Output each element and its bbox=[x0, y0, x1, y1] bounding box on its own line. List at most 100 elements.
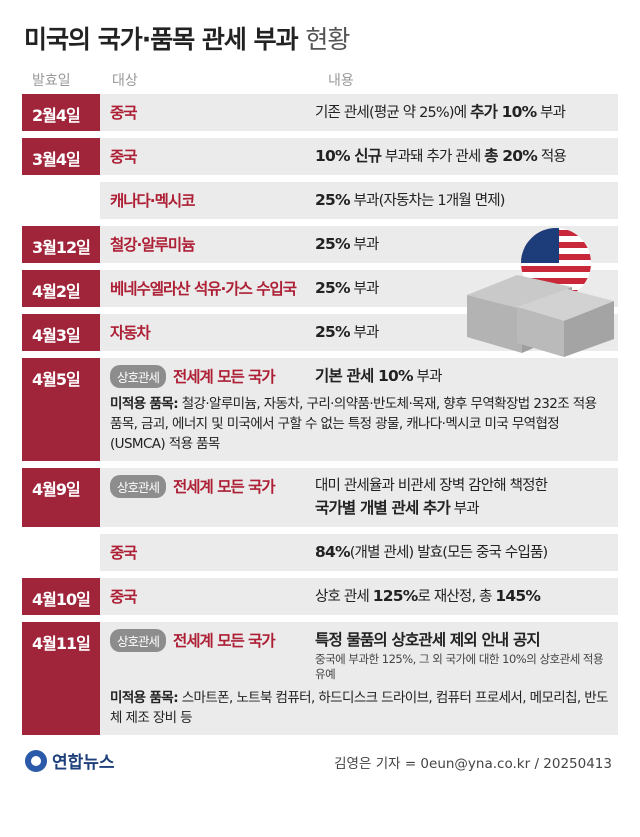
target: 베네수엘라산 석유·가스 수입국 bbox=[110, 280, 297, 298]
content-text: 대미 관세율과 비관세 장벽 감안해 책정한 bbox=[315, 478, 548, 494]
content-text: 25% bbox=[315, 191, 350, 209]
content-line: 10% 신규 부과돼 추가 관세 총 20% 적용 bbox=[315, 145, 610, 168]
title-suffix: 현황 bbox=[305, 25, 350, 54]
target-cell: 베네수엘라산 석유·가스 수입국 bbox=[110, 277, 315, 300]
row-main: 중국 기존 관세(평균 약 25%)에 추가 10% 부과 bbox=[110, 101, 610, 124]
content-text: 부과 bbox=[349, 237, 380, 253]
content-line: 특정 물품의 상호관세 제외 안내 공지 bbox=[315, 629, 610, 652]
row-body: 중국 10% 신규 부과돼 추가 관세 총 20% 적용 bbox=[100, 138, 618, 175]
target: 중국 bbox=[110, 104, 138, 122]
date: 4월2일 bbox=[22, 270, 100, 307]
content-cell: 기본 관세 10% 부과 bbox=[315, 365, 610, 388]
date: 2월4일 bbox=[22, 94, 100, 131]
column-header: 발효일 bbox=[32, 73, 71, 89]
illustration bbox=[467, 228, 614, 357]
content-line: 기존 관세(평균 약 25%)에 추가 10% 부과 bbox=[315, 101, 610, 124]
row: 캐나다·멕시코 25% 부과(자동차는 1개월 면제) bbox=[22, 182, 618, 219]
content-text: 적용 bbox=[537, 149, 567, 165]
target-cell: 중국 bbox=[110, 145, 315, 168]
title-text: 미국의 국가·품목 관세 부과 bbox=[24, 25, 299, 54]
target-cell: 중국 bbox=[110, 101, 315, 124]
content-cell: 25% 부과 bbox=[315, 321, 610, 344]
content-cell: 특정 물품의 상호관세 제외 안내 공지 bbox=[315, 629, 610, 652]
content-text: 부과 bbox=[536, 105, 566, 121]
date: 4월5일 bbox=[22, 358, 100, 461]
target: 중국 bbox=[110, 148, 138, 166]
content-text: 145% bbox=[495, 587, 541, 605]
date bbox=[22, 534, 100, 571]
content-text: 125% bbox=[372, 587, 418, 605]
column-header: 내용 bbox=[328, 73, 354, 89]
row-main: 중국 10% 신규 부과돼 추가 관세 총 20% 적용 bbox=[110, 145, 610, 168]
content-line: 상호 관세 125%로 재산정, 총 145% bbox=[315, 585, 610, 608]
content-text: 추가 10% bbox=[470, 103, 537, 121]
logo-text: 연합뉴스 bbox=[52, 753, 115, 773]
row-main: 베네수엘라산 석유·가스 수입국 25% 부과 bbox=[110, 277, 610, 300]
title: 미국의 국가·품목 관세 부과 현황 bbox=[24, 20, 350, 56]
content-text: (개별 관세) 발효(모든 중국 수입품) bbox=[349, 545, 548, 561]
excluded: 미적용 품목: 스마트폰, 노트북 컴퓨터, 하드디스크 드라이브, 컴퓨터 프… bbox=[110, 688, 610, 728]
target-cell: 상호관세 전세계 모든 국가 bbox=[110, 475, 315, 520]
column-header: 대상 bbox=[112, 73, 138, 89]
tag: 상호관세 bbox=[110, 365, 167, 388]
content-line: 국가별 개별 관세 추가 부과 bbox=[315, 497, 610, 520]
row-body: 철강·알루미늄 25% 부과 bbox=[100, 226, 618, 263]
row-main: 상호관세 전세계 모든 국가 기본 관세 10% 부과 bbox=[110, 365, 610, 388]
credit: 김영은 기자 = 0eun@yna.co.kr / 20250413 bbox=[334, 756, 612, 772]
content-cell: 상호 관세 125%로 재산정, 총 145% bbox=[315, 585, 610, 608]
row: 4월10일 중국 상호 관세 125%로 재산정, 총 145% bbox=[22, 578, 618, 615]
excluded-text: 철강·알루미늄, 자동차, 구리·의약품·반도체·목재, 향후 무역확장법 23… bbox=[110, 396, 597, 452]
target: 캐나다·멕시코 bbox=[110, 192, 195, 210]
content-line: 84%(개별 관세) 발효(모든 중국 수입품) bbox=[315, 541, 610, 564]
content-text: 25% bbox=[315, 323, 350, 341]
date: 4월11일 bbox=[22, 622, 100, 735]
excluded-label: 미적용 품목: bbox=[110, 690, 179, 706]
row-main: 자동차 25% 부과 bbox=[110, 321, 610, 344]
row-main: 철강·알루미늄 25% 부과 bbox=[110, 233, 610, 256]
target: 철강·알루미늄 bbox=[110, 236, 195, 254]
date: 4월3일 bbox=[22, 314, 100, 351]
row-main: 상호관세 전세계 모든 국가 특정 물품의 상호관세 제외 안내 공지 bbox=[110, 629, 610, 652]
content-text: 부과 bbox=[412, 369, 443, 385]
row-main: 중국 84%(개별 관세) 발효(모든 중국 수입품) bbox=[110, 541, 610, 564]
logo: 연합뉴스 bbox=[24, 748, 115, 773]
target-cell: 상호관세 전세계 모든 국가 bbox=[110, 365, 315, 388]
content-text: 부과 bbox=[349, 281, 380, 297]
row: 3월4일 중국 10% 신규 부과돼 추가 관세 총 20% 적용 bbox=[22, 138, 618, 175]
tag: 상호관세 bbox=[110, 475, 167, 498]
content-line: 25% 부과 bbox=[315, 321, 610, 344]
content-text: 10% 신규 bbox=[315, 147, 382, 165]
row: 중국 84%(개별 관세) 발효(모든 중국 수입품) bbox=[22, 534, 618, 571]
row: 2월4일 중국 기존 관세(평균 약 25%)에 추가 10% 부과 bbox=[22, 94, 618, 131]
content-cell: 25% 부과 bbox=[315, 277, 610, 300]
note: 중국에 부과한 125%, 그 외 국가에 대한 10%의 상호관세 적용 유예 bbox=[315, 652, 604, 681]
content-line: 25% 부과 bbox=[315, 277, 610, 300]
target-cell: 자동차 bbox=[110, 321, 315, 344]
content-cell: 25% 부과(자동차는 1개월 면제) bbox=[315, 189, 610, 212]
date bbox=[22, 182, 100, 219]
row-main: 캐나다·멕시코 25% 부과(자동차는 1개월 면제) bbox=[110, 189, 610, 212]
date: 4월9일 bbox=[22, 468, 100, 527]
content-line: 기본 관세 10% 부과 bbox=[315, 365, 610, 388]
content-text: 부과 bbox=[449, 501, 480, 517]
date: 3월12일 bbox=[22, 226, 100, 263]
row-main: 중국 상호 관세 125%로 재산정, 총 145% bbox=[110, 585, 610, 608]
content-text: 부과(자동차는 1개월 면제) bbox=[349, 193, 506, 209]
target-cell: 캐나다·멕시코 bbox=[110, 189, 315, 212]
target: 중국 bbox=[110, 544, 138, 562]
content-cell: 84%(개별 관세) 발효(모든 중국 수입품) bbox=[315, 541, 610, 564]
content-text: 로 재산정, 총 bbox=[417, 589, 496, 605]
excluded-label: 미적용 품목: bbox=[110, 396, 179, 412]
content-text: 총 20% bbox=[484, 147, 538, 165]
content-cell: 25% 부과 bbox=[315, 233, 610, 256]
target-cell: 철강·알루미늄 bbox=[110, 233, 315, 256]
logo-icon bbox=[25, 749, 47, 772]
target: 전세계 모든 국가 bbox=[173, 368, 276, 386]
content-text: 부과 bbox=[349, 325, 380, 341]
content-text: 84% bbox=[315, 543, 350, 561]
content-text: 상호 관세 bbox=[315, 589, 373, 605]
